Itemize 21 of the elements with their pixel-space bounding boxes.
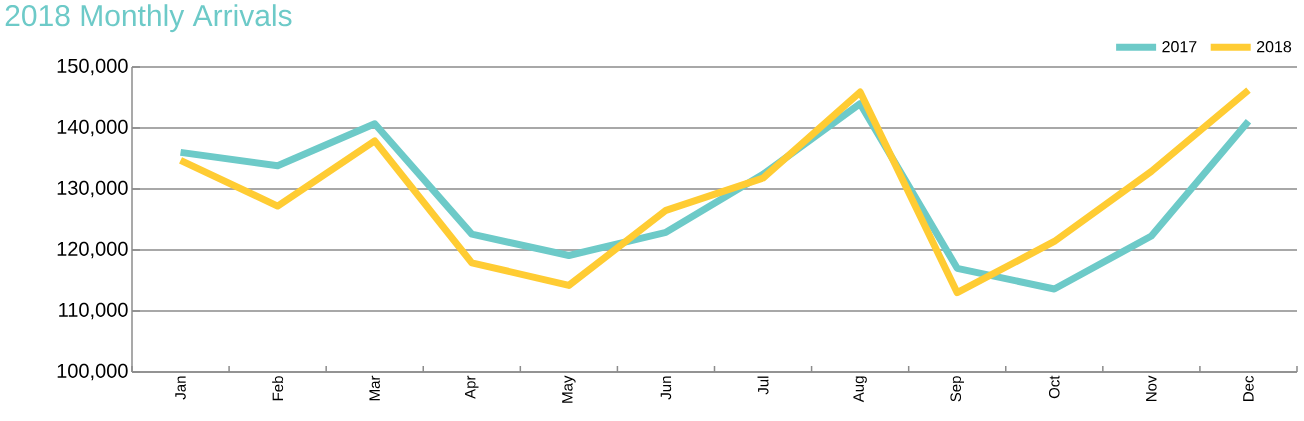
x-tick-label: Feb — [272, 376, 284, 401]
x-tick-label: Jan — [175, 376, 186, 400]
y-tick-label: 120,000 — [57, 241, 128, 259]
y-tick-label: 140,000 — [57, 119, 128, 137]
legend-label: 2017 — [1162, 40, 1197, 53]
x-tick-label: Mar — [369, 375, 380, 401]
x-tick-label: Jul — [757, 376, 769, 395]
y-tick-label: 110,000 — [59, 302, 128, 320]
legend-label: 2018 — [1257, 40, 1292, 53]
x-tick-label: Apr — [465, 375, 479, 399]
x-tick-label: Aug — [853, 376, 867, 403]
y-tick-label: 130,000 — [57, 180, 128, 198]
x-tick-label: Dec — [1243, 375, 1254, 401]
x-tick-label: Jun — [660, 376, 672, 400]
x-tick-label: May — [562, 375, 576, 403]
x-tick-label: Nov — [1146, 375, 1157, 401]
x-tick-label: Sep — [950, 376, 964, 402]
y-tick-label: 100,000 — [57, 363, 128, 381]
x-tick-label: Oct — [1048, 375, 1060, 399]
y-tick-label: 150,000 — [57, 58, 128, 76]
chart-title: 2018 Monthly Arrivals — [5, 4, 292, 33]
